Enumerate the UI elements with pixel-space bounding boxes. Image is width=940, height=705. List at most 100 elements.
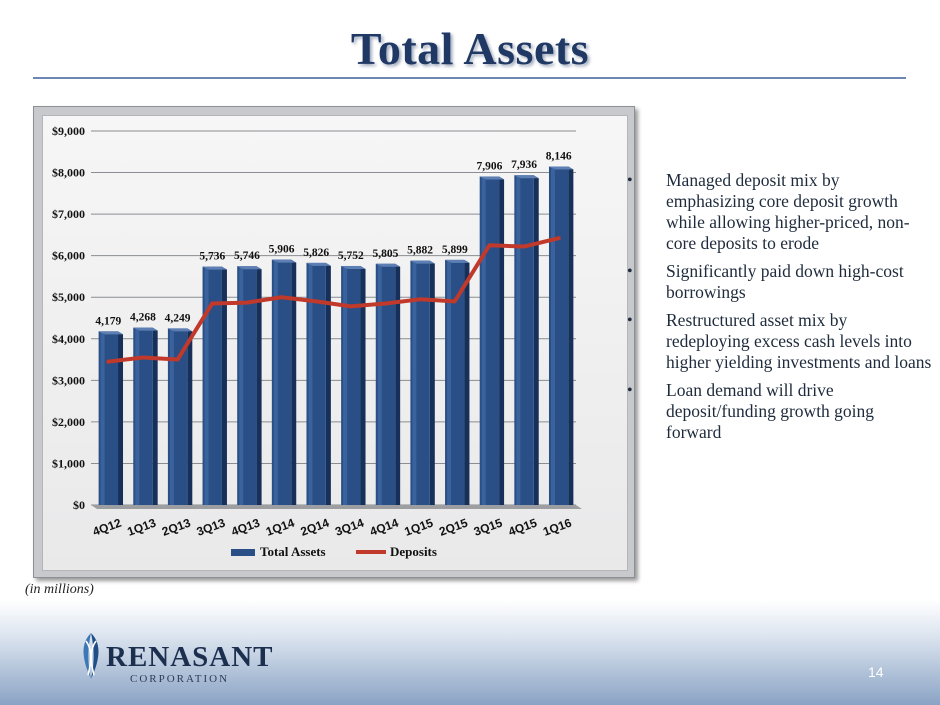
bar-value-label: 8,146 xyxy=(546,150,572,162)
bullet-text: Significantly paid down high-cost borrow… xyxy=(666,261,904,302)
y-tick-label: $5,000 xyxy=(52,290,85,304)
y-tick-label: $0 xyxy=(73,498,85,512)
total-assets-chart: $0 $1,000 $2,000 $3,000 $4,000 $5,000 $6,000 $7… xyxy=(52,124,582,559)
bar-top xyxy=(341,265,366,269)
y-tick-label: $2,000 xyxy=(52,415,85,429)
bar-highlight xyxy=(516,177,521,505)
logo-wordmark: RENASANT xyxy=(106,641,274,673)
bar-value-label: 5,752 xyxy=(338,250,364,262)
bullet-item: • Loan demand will drive deposit/funding … xyxy=(620,380,932,443)
x-tick-label: 1Q14 xyxy=(264,516,297,539)
y-tick-label: $7,000 xyxy=(52,207,85,221)
x-tick-label: 4Q12 xyxy=(91,516,124,539)
bar-highlight xyxy=(169,330,174,505)
x-tick-label: 1Q13 xyxy=(125,516,158,539)
bar-highlight xyxy=(343,267,348,505)
y-tick-label: $1,000 xyxy=(52,456,85,470)
bar-value-label: 7,936 xyxy=(511,159,537,171)
bar-highlight xyxy=(239,268,244,505)
bar-highlight xyxy=(308,264,313,505)
bullet-text: Managed deposit mix by emphasizing core … xyxy=(666,170,910,253)
bullet-list: • Managed deposit mix by emphasizing core… xyxy=(620,170,932,450)
bar-top xyxy=(237,266,262,270)
bar-side xyxy=(291,259,297,505)
bar-top xyxy=(167,328,193,332)
bar-side xyxy=(464,259,470,505)
bar-highlight xyxy=(412,262,417,505)
bar-top xyxy=(479,176,505,180)
title-divider xyxy=(33,77,906,79)
bullet-item: • Significantly paid down high-cost borro… xyxy=(620,261,932,303)
y-tick-label: $9,000 xyxy=(52,124,85,138)
bar-value-label: 5,805 xyxy=(373,248,399,260)
slide-title: Total Assets xyxy=(350,23,590,74)
footer-band xyxy=(0,600,940,705)
y-tick-label: $3,000 xyxy=(52,373,85,387)
bar-value-label: 5,882 xyxy=(407,245,433,257)
logo-subtitle: CORPORATION xyxy=(130,673,230,685)
x-tick-label: 3Q14 xyxy=(333,516,366,539)
bar-top xyxy=(202,266,227,270)
bar-side xyxy=(325,262,331,505)
bullet-item: • Managed deposit mix by emphasizing core… xyxy=(620,170,932,254)
x-tick-label: 2Q14 xyxy=(299,516,332,539)
page-number: 14 xyxy=(868,664,884,680)
bar-side xyxy=(360,265,366,505)
bar-value-label: 4,268 xyxy=(130,312,156,324)
bullet-icon: • xyxy=(627,312,633,329)
x-tick-label: 4Q14 xyxy=(368,516,401,539)
bar-side xyxy=(395,263,401,505)
units-note: (in millions) xyxy=(25,582,94,597)
bar-top xyxy=(410,260,435,264)
y-tick-label: $4,000 xyxy=(52,332,85,346)
bar-side xyxy=(256,266,262,505)
bar-top xyxy=(514,175,539,179)
bar-top xyxy=(98,331,124,335)
legend-label-total-assets: Total Assets xyxy=(260,544,326,559)
bar-top xyxy=(445,259,470,263)
x-tick-label: 1Q16 xyxy=(541,516,574,539)
bar-top xyxy=(271,259,297,263)
bar-value-label: 5,906 xyxy=(269,244,295,256)
bar-highlight xyxy=(204,268,209,505)
bullet-text: Loan demand will drive deposit/funding g… xyxy=(666,380,875,442)
bullet-icon: • xyxy=(627,263,633,280)
bar-side xyxy=(152,327,158,505)
bar-value-label: 5,746 xyxy=(234,250,260,262)
bar-side xyxy=(221,266,227,505)
y-tick-label: $6,000 xyxy=(52,249,85,263)
bullet-text: Restructured asset mix by redeploying ex… xyxy=(666,310,932,372)
deposits-line xyxy=(106,236,561,364)
logo-emblem-icon xyxy=(83,633,99,679)
x-tick-label: 1Q15 xyxy=(403,516,436,539)
bar-highlight xyxy=(481,178,486,505)
bar-side xyxy=(118,331,124,505)
bar-side xyxy=(187,328,193,505)
x-tick-label: 4Q15 xyxy=(506,516,539,539)
x-tick-label: 2Q13 xyxy=(160,516,193,539)
x-tick-label: 2Q15 xyxy=(437,516,470,539)
bar-top xyxy=(548,166,574,170)
bar-value-label: 5,826 xyxy=(303,247,329,259)
bar-top xyxy=(306,262,331,266)
company-logo: RENASANT CORPORATION xyxy=(70,625,273,685)
bar-highlight xyxy=(377,265,382,505)
bar-value-label: 4,249 xyxy=(165,312,191,324)
x-tick-label: 3Q15 xyxy=(472,516,505,539)
bar-highlight xyxy=(100,333,105,505)
bar-side xyxy=(499,176,505,505)
bar-highlight xyxy=(273,261,278,505)
bullet-item: • Restructured asset mix by redeploying e… xyxy=(620,310,932,373)
bar-highlight xyxy=(447,261,452,505)
legend-label-deposits: Deposits xyxy=(390,544,437,559)
bar-highlight xyxy=(550,168,555,505)
bar-side xyxy=(533,175,539,505)
x-tick-label: 3Q13 xyxy=(195,516,228,539)
y-tick-label: $8,000 xyxy=(52,166,85,180)
bar-highlight xyxy=(135,329,140,505)
bar-value-label: 7,906 xyxy=(476,160,502,172)
bar-side xyxy=(429,260,435,505)
chart-floor xyxy=(91,505,582,509)
bar-value-label: 5,736 xyxy=(199,251,225,263)
x-tick-label: 4Q13 xyxy=(229,516,262,539)
